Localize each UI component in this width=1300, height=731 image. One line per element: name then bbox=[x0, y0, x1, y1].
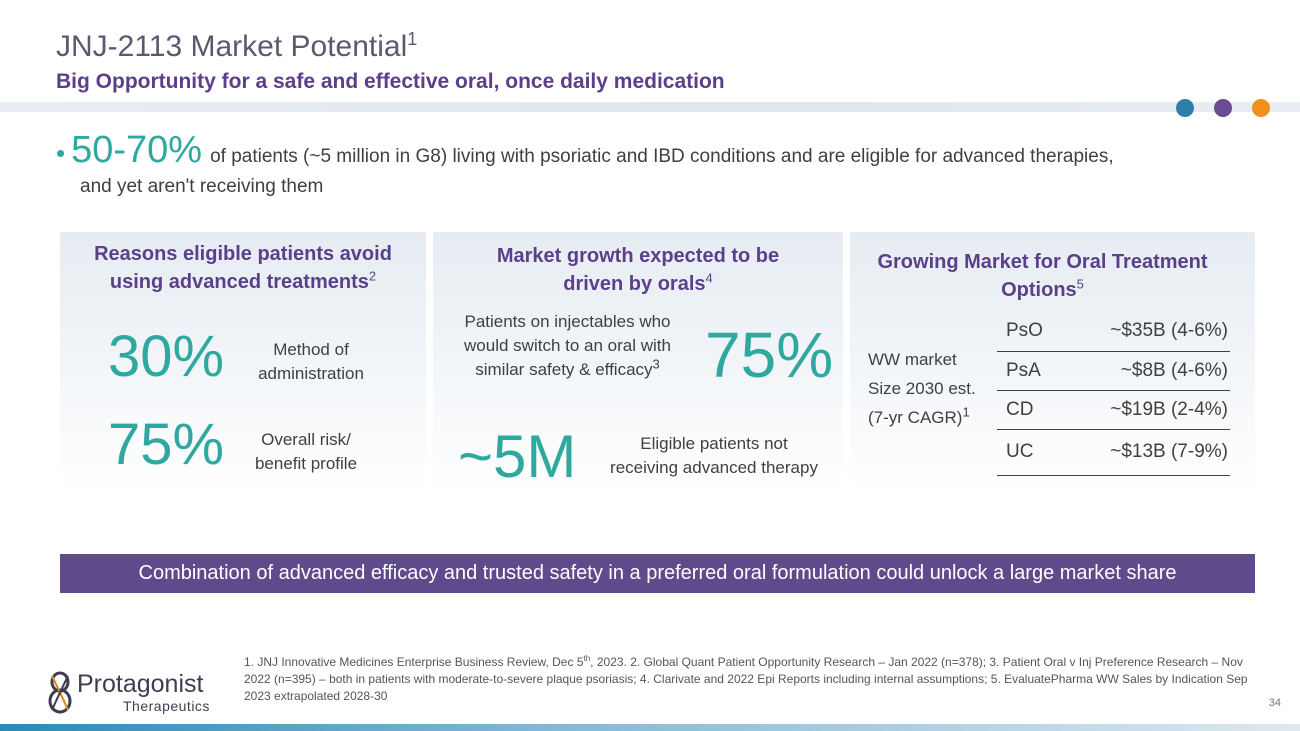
bullet-text-line2: and yet aren't receiving them bbox=[80, 176, 324, 197]
table-row: UC ~$13B (7-9%) bbox=[997, 429, 1230, 476]
market-size-table: PsO ~$35B (4-6%) PsA ~$8B (4-6%) CD ~$19… bbox=[997, 312, 1230, 476]
segment-cell: CD bbox=[997, 390, 1077, 430]
footer-band bbox=[0, 724, 1300, 731]
page-number: 34 bbox=[1268, 697, 1281, 709]
stat-risk-label: Overall risk/ benefit profile bbox=[254, 430, 358, 473]
stat-eligible-value: ~5M bbox=[458, 423, 577, 490]
market-size-label: WW market Size 2030 est. (7-yr CAGR)1 bbox=[868, 350, 976, 427]
decorative-dots bbox=[1176, 99, 1270, 117]
table-row: CD ~$19B (2-4%) bbox=[997, 390, 1230, 430]
value-cell: ~$19B (2-4%) bbox=[1077, 390, 1230, 430]
page-title: JNJ-2113 Market Potential1 bbox=[56, 29, 418, 63]
bullet-text-line1: of patients (~5 million in G8) living wi… bbox=[210, 146, 1114, 167]
segment-cell: PsA bbox=[997, 351, 1077, 391]
panel-market-growth-title: Market growth expected to be driven by o… bbox=[496, 245, 780, 295]
company-logo: Protagonist Therapeutics bbox=[45, 668, 225, 716]
bullet-highlight: 50-70% bbox=[71, 129, 203, 171]
panel-market-growth: Market growth expected to be driven by o… bbox=[433, 232, 843, 490]
stat-eligible-label: Eligible patients not receiving advanced… bbox=[610, 434, 818, 477]
stat-switch-label: Patients on injectables who would switch… bbox=[464, 312, 671, 379]
segment-cell: UC bbox=[997, 429, 1077, 476]
table-row: PsO ~$35B (4-6%) bbox=[997, 312, 1230, 352]
panel-reasons-title: Reasons eligible patients avoid using ad… bbox=[94, 243, 392, 293]
panel-oral-market-title: Growing Market for Oral Treatment Option… bbox=[877, 251, 1208, 301]
blue-dot bbox=[1176, 99, 1194, 117]
protagonist-logo-icon bbox=[48, 671, 72, 714]
stat-method-value: 30% bbox=[108, 324, 225, 389]
key-bullet-point: • 50-70% of patients (~5 million in G8) li… bbox=[56, 131, 1266, 202]
table-row: PsA ~$8B (4-6%) bbox=[997, 351, 1230, 391]
logo-subtitle: Therapeutics bbox=[123, 698, 210, 714]
orange-dot bbox=[1252, 99, 1270, 117]
value-cell: ~$13B (7-9%) bbox=[1077, 429, 1230, 476]
value-cell: ~$35B (4-6%) bbox=[1077, 312, 1230, 352]
segment-cell: PsO bbox=[997, 312, 1077, 352]
page-subtitle: Big Opportunity for a safe and effective… bbox=[56, 70, 725, 93]
panel-reasons: Reasons eligible patients avoid using ad… bbox=[60, 232, 426, 490]
purple-dot bbox=[1214, 99, 1232, 117]
bullet-icon: • bbox=[56, 138, 66, 168]
logo-name: Protagonist bbox=[77, 670, 204, 698]
value-cell: ~$8B (4-6%) bbox=[1077, 351, 1230, 391]
stat-method-label: Method of administration bbox=[258, 340, 364, 383]
stat-switch-value: 75% bbox=[705, 319, 834, 391]
header-divider-band bbox=[0, 102, 1300, 112]
stat-risk-value: 75% bbox=[108, 412, 225, 477]
conclusion-banner: Combination of advanced efficacy and tru… bbox=[60, 554, 1255, 593]
footnotes: 1. JNJ Innovative Medicines Enterprise B… bbox=[244, 654, 1248, 704]
